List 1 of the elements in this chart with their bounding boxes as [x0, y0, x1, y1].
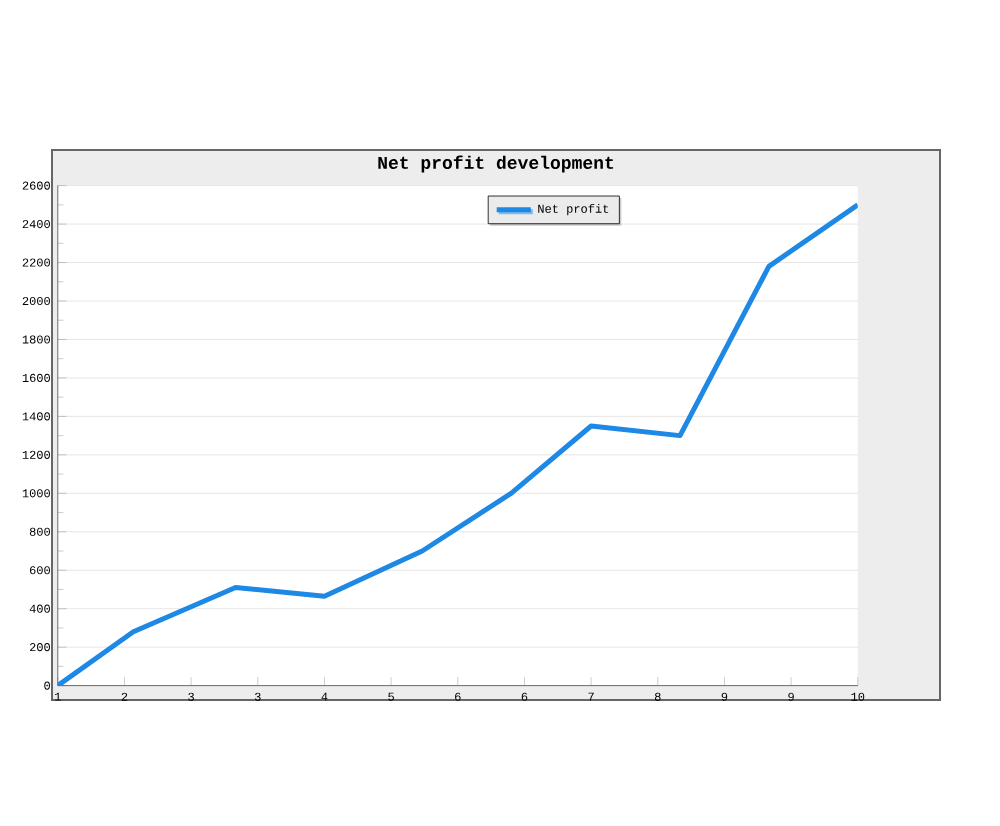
chart-title: Net profit development [378, 155, 614, 173]
